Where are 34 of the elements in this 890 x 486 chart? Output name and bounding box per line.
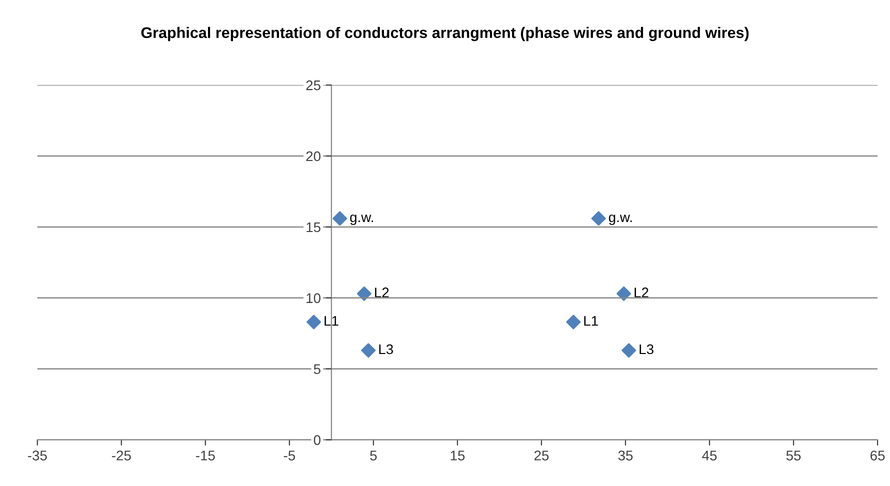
- x-tick-label: 35: [618, 450, 633, 460]
- x-tick-label: -15: [196, 450, 215, 460]
- x-tick-label: 15: [450, 450, 465, 460]
- x-tick-label: -5: [284, 450, 296, 460]
- point: [622, 343, 636, 358]
- annotation: L1: [584, 316, 598, 326]
- y-tick-label: 0: [314, 435, 320, 445]
- x-tick-label: 55: [786, 450, 801, 460]
- x-tick-label: 5: [370, 450, 377, 460]
- annotation: g.w.: [350, 214, 373, 225]
- annotation: L2: [634, 288, 648, 298]
- annotation: L2: [375, 288, 389, 298]
- annotation: L3: [640, 344, 654, 354]
- x-tick-label: 65: [870, 450, 885, 460]
- y-tick-label: 15: [306, 222, 320, 232]
- y-tick-label: 10: [306, 293, 320, 304]
- annotation: g.w.: [608, 214, 632, 225]
- x-tick-label: -25: [112, 450, 131, 460]
- chart-title: Graphical representation of conductors arrangment (phase wires and ground wires): [141, 26, 749, 42]
- y-tick-label: 5: [314, 364, 320, 374]
- point: [361, 343, 376, 358]
- annotation: L1: [324, 316, 338, 326]
- point: [566, 314, 581, 330]
- point: [356, 286, 372, 301]
- annotation: L3: [379, 344, 393, 354]
- point: [332, 211, 348, 226]
- x-tick-label: 25: [534, 450, 549, 460]
- point: [616, 286, 632, 301]
- y-tick-label: 20: [306, 151, 320, 162]
- y-tick-label: 25: [306, 80, 320, 90]
- x-tick-label: -35: [28, 450, 47, 460]
- x-tick-label: 45: [702, 450, 717, 460]
- point: [591, 211, 606, 226]
- point: [306, 314, 322, 330]
